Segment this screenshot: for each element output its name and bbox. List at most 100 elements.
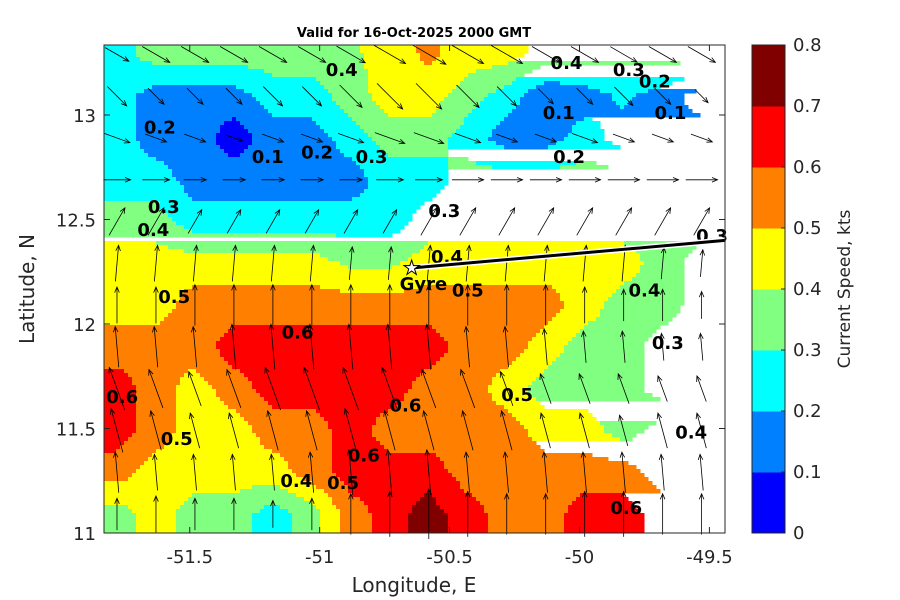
- gyre-marker: Gyre: [400, 237, 726, 295]
- vector-head: [581, 330, 587, 338]
- contour-cell: [400, 401, 497, 406]
- contour-cell: [448, 349, 525, 354]
- contour-cell: [104, 201, 161, 206]
- current-vector: [421, 368, 437, 409]
- contour-cell: [304, 497, 333, 502]
- current-vector: [268, 323, 276, 370]
- vector-shaft: [500, 371, 514, 406]
- contour-cell: [192, 229, 401, 234]
- contour-cell: [356, 121, 465, 126]
- current-vector: [465, 283, 471, 326]
- current-vector: [543, 283, 549, 326]
- contour-cell: [440, 505, 485, 510]
- vector-head: [274, 208, 281, 216]
- contour-cell: [228, 361, 437, 366]
- contour-cell: [544, 81, 561, 86]
- contour-cell: [252, 529, 293, 534]
- contour-cell: [408, 521, 449, 526]
- contour-cell: [564, 525, 645, 530]
- current-vector: [610, 46, 638, 63]
- current-vector: [147, 87, 165, 105]
- current-vector: [543, 244, 550, 282]
- contour-cell: [332, 453, 437, 458]
- contour-cell: [520, 101, 617, 106]
- vector-head: [357, 138, 365, 144]
- contour-cell: [488, 389, 529, 394]
- vector-shaft: [348, 449, 354, 495]
- contour-cell: [104, 161, 165, 166]
- contour-cell: [156, 157, 353, 162]
- contour-cell: [164, 209, 417, 214]
- contour-cell: [444, 461, 629, 466]
- vector-head: [346, 323, 353, 331]
- vector-head: [387, 490, 393, 498]
- contour-cell: [324, 85, 369, 90]
- vector-shaft: [465, 326, 470, 368]
- contour-cell: [396, 405, 505, 410]
- contour-cell: [528, 433, 613, 438]
- vector-head: [544, 244, 550, 252]
- vector-shaft: [570, 46, 599, 63]
- contour-cell: [508, 61, 681, 66]
- contour-cell: [192, 493, 297, 498]
- contour-cell: [360, 45, 417, 50]
- contour-cell: [104, 473, 133, 478]
- current-vector: [264, 366, 282, 411]
- vector-shaft: [496, 86, 517, 107]
- vector-head: [594, 177, 602, 183]
- contour-cell: [448, 145, 505, 150]
- contour-cell: [104, 409, 137, 414]
- current-vector: [495, 133, 519, 143]
- vector-shaft: [187, 209, 203, 234]
- vector-head: [191, 453, 197, 461]
- current-vector: [424, 323, 432, 370]
- vector-shaft: [186, 87, 204, 105]
- vector-shaft: [700, 249, 704, 278]
- vector-shaft: [415, 83, 442, 110]
- vector-shaft: [342, 367, 359, 411]
- contour-cell: [240, 369, 425, 374]
- contour-cell: [184, 289, 341, 294]
- colorbar-tick-label: 0.4: [793, 279, 822, 300]
- contour-cell: [436, 109, 473, 114]
- contour-cell: [176, 413, 241, 418]
- contour-cell: [104, 73, 273, 78]
- contour-cell: [336, 233, 393, 238]
- contour-cell: [104, 489, 241, 494]
- colorbar-tick-label: 0.8: [793, 35, 822, 56]
- contour-label: 0.6: [389, 396, 421, 417]
- contour-cell: [104, 169, 173, 174]
- contour-label: 0.1: [654, 103, 686, 124]
- vector-head: [439, 59, 447, 65]
- current-vector: [687, 46, 717, 63]
- contour-cell: [296, 473, 337, 478]
- vector-head: [499, 370, 505, 378]
- current-vector: [151, 325, 159, 368]
- contour-cell: [336, 141, 377, 146]
- vector-shaft: [192, 454, 197, 491]
- current-vector: [659, 332, 665, 361]
- vector-head: [348, 492, 354, 500]
- contour-cell: [104, 165, 169, 170]
- vector-shaft: [225, 87, 243, 105]
- vector-head: [124, 177, 132, 183]
- vector-head: [665, 206, 672, 214]
- contour-cell: [332, 445, 385, 450]
- contour-cell: [644, 261, 685, 266]
- vector-head: [465, 490, 471, 498]
- vector-shaft: [582, 331, 587, 363]
- contour-cell: [320, 517, 341, 522]
- contour-cell: [484, 97, 521, 102]
- vector-shaft: [262, 86, 283, 107]
- contour-cell: [180, 505, 265, 510]
- contour-cell: [424, 493, 433, 498]
- contour-cell: [508, 409, 589, 414]
- contour-cell: [136, 125, 221, 130]
- contour-cell: [476, 497, 577, 502]
- contour-cell: [632, 277, 685, 282]
- vector-shaft: [657, 412, 668, 449]
- contour-cell: [236, 117, 313, 122]
- contour-cell: [380, 441, 537, 446]
- contour-cell: [368, 177, 449, 182]
- contour-cell: [268, 109, 345, 114]
